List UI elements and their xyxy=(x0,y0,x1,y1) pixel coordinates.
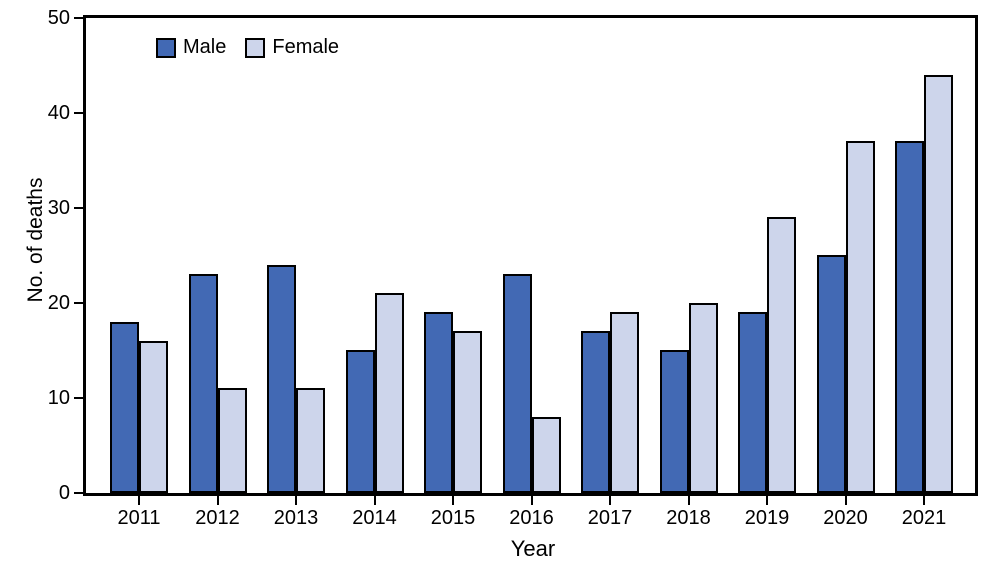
y-axis-tick xyxy=(74,492,83,494)
y-axis-tick-label: 50 xyxy=(47,7,70,29)
bar-male-2013 xyxy=(267,265,296,493)
x-axis-tick xyxy=(138,496,140,505)
y-axis-tick-label: 10 xyxy=(47,387,70,409)
x-axis-tick-label: 2021 xyxy=(901,507,947,529)
x-axis-tick-label: 2017 xyxy=(587,507,633,529)
x-axis-tick xyxy=(373,496,376,505)
bar-female-2012 xyxy=(217,388,247,493)
y-axis-tick-label: 20 xyxy=(47,292,70,314)
legend-item-male: Male xyxy=(156,36,226,59)
x-axis-tick-label: 2015 xyxy=(430,507,476,529)
y-axis-tick-label: 0 xyxy=(58,482,70,504)
x-axis-tick-label: 2016 xyxy=(509,507,554,529)
bar-male-2018 xyxy=(659,350,689,493)
x-axis-tick-label: 2018 xyxy=(666,507,711,529)
legend-label-male: Male xyxy=(183,36,227,58)
x-axis-tick xyxy=(923,496,925,505)
x-axis-tick xyxy=(609,496,611,505)
bar-male-2014 xyxy=(345,350,375,493)
bar-female-2011 xyxy=(139,341,168,493)
x-axis-tick-label: 2020 xyxy=(823,507,868,529)
bar-male-2021 xyxy=(895,141,924,493)
y-axis-tick-label: 30 xyxy=(47,197,70,219)
x-axis-tick xyxy=(530,496,533,505)
y-axis-tick xyxy=(74,397,83,399)
x-axis-tick xyxy=(216,496,219,505)
x-axis-tick xyxy=(766,496,768,505)
bar-male-2020 xyxy=(816,255,846,493)
bar-male-2017 xyxy=(581,331,610,493)
bar-female-2017 xyxy=(610,312,639,493)
x-axis-tick xyxy=(844,496,847,505)
bar-male-2019 xyxy=(738,312,767,493)
legend-item-female: Female xyxy=(245,36,339,59)
x-axis-tick-label: 2013 xyxy=(273,507,319,529)
bar-male-2011 xyxy=(110,322,139,493)
bar-male-2016 xyxy=(502,274,532,493)
x-axis-tick-label: 2014 xyxy=(352,507,397,529)
bar-female-2014 xyxy=(374,293,404,493)
y-axis-tick xyxy=(74,112,83,114)
bar-female-2021 xyxy=(924,75,953,493)
male-series-swatch xyxy=(156,37,176,58)
x-axis-tick xyxy=(687,496,690,505)
female-series-swatch xyxy=(245,37,266,58)
bar-male-2015 xyxy=(424,312,453,493)
bar-female-2019 xyxy=(767,217,796,493)
y-axis-tick-label: 40 xyxy=(47,102,70,124)
x-axis-tick xyxy=(452,496,454,505)
bar-female-2020 xyxy=(845,141,875,493)
legend-label-female: Female xyxy=(272,36,340,58)
x-axis-tick-label: 2019 xyxy=(744,507,790,529)
y-axis-tick xyxy=(74,17,83,19)
x-axis-tick-label: 2012 xyxy=(195,507,240,529)
bar-female-2016 xyxy=(531,417,561,493)
x-axis-tick xyxy=(295,496,297,505)
x-axis-tick-label: 2011 xyxy=(117,507,161,529)
chart-legend: Male Female xyxy=(156,36,339,59)
bar-female-2013 xyxy=(296,388,325,493)
bar-male-2012 xyxy=(188,274,218,493)
x-axis-title: Year xyxy=(510,536,556,561)
bar-female-2018 xyxy=(688,303,718,493)
y-axis-tick xyxy=(74,302,83,304)
y-axis-tick xyxy=(74,207,83,209)
bar-female-2015 xyxy=(453,331,482,493)
